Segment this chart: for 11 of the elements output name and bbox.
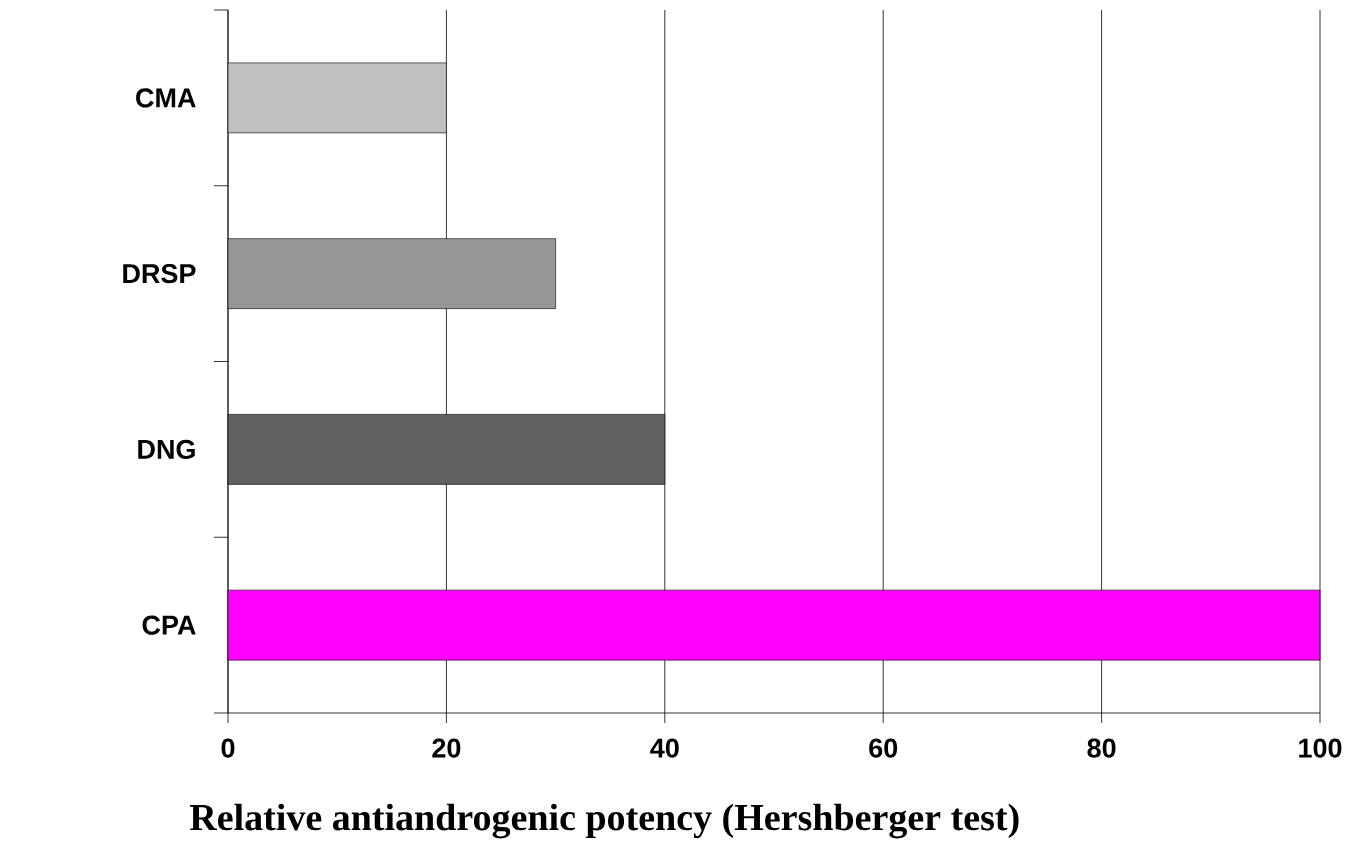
y-tick-label: DNG [138, 439, 195, 459]
x-tick-label: 0 [221, 738, 235, 758]
x-tick-label: 80 [1087, 738, 1116, 758]
x-axis-title: Relative antiandrogenic potency (Hershberger test) [189, 803, 1019, 839]
y-tick-label: CMA [136, 88, 196, 108]
x-tick-label: 40 [650, 738, 679, 758]
x-tick-label: 20 [432, 738, 461, 758]
x-tick-label: 60 [869, 738, 898, 758]
y-tick-label: CPA [142, 615, 196, 635]
x-tick-label: 100 [1299, 738, 1342, 758]
y-tick-label: DRSP [123, 264, 196, 284]
